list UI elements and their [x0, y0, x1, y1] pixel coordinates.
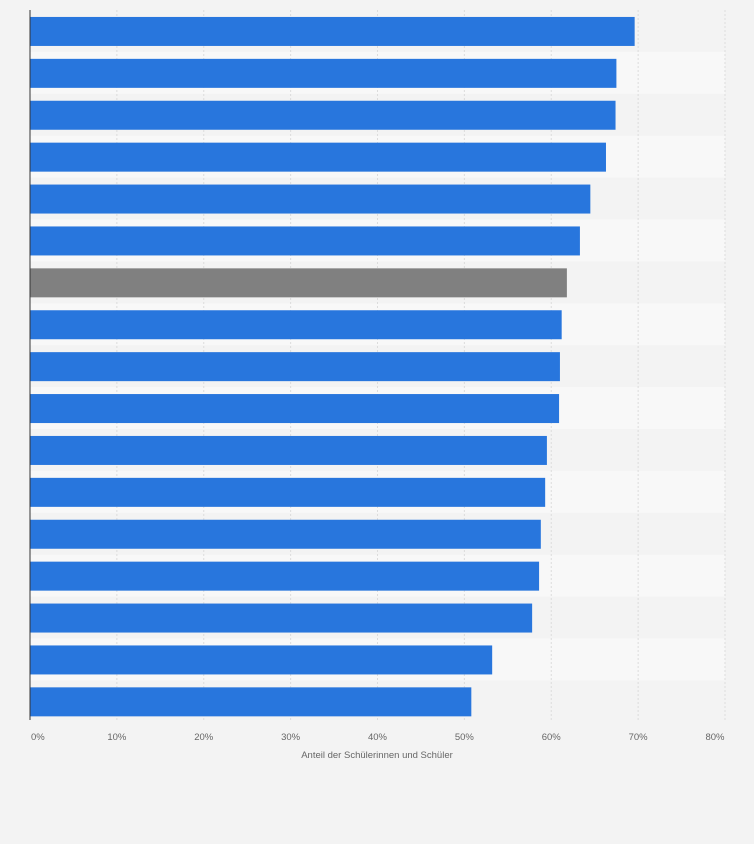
bar[interactable]: [30, 100, 616, 130]
bar[interactable]: [30, 519, 541, 549]
bar[interactable]: [30, 561, 540, 591]
bar[interactable]: [30, 142, 606, 172]
x-tick-label: 50%: [455, 732, 475, 743]
bar[interactable]: [30, 16, 635, 46]
x-tick-label: 60%: [542, 732, 562, 743]
bar[interactable]: [30, 477, 546, 507]
bar[interactable]: [30, 394, 560, 424]
x-axis-ticks: 0% 10% 20% 30% 40% 50% 60% 70% 80%: [31, 732, 725, 743]
bar[interactable]: [30, 226, 580, 256]
bar[interactable]: [30, 435, 547, 465]
bar[interactable]: [30, 645, 493, 675]
x-tick-label: 40%: [368, 732, 388, 743]
x-tick-label: 80%: [705, 732, 725, 743]
x-axis-label: Anteil der Schülerinnen und Schüler: [301, 750, 453, 761]
x-tick-label: 20%: [194, 732, 214, 743]
bars: [30, 16, 635, 717]
bar[interactable]: [30, 687, 472, 717]
bar[interactable]: [30, 58, 617, 88]
bar[interactable]: [30, 603, 533, 633]
x-tick-label: 0%: [31, 732, 45, 743]
x-tick-label: 30%: [281, 732, 301, 743]
x-tick-label: 70%: [629, 732, 649, 743]
bar[interactable]: [30, 352, 560, 382]
x-tick-label: 10%: [107, 732, 127, 743]
bar[interactable]: [30, 184, 591, 214]
bar[interactable]: [30, 310, 562, 340]
bar[interactable]: [30, 268, 567, 298]
